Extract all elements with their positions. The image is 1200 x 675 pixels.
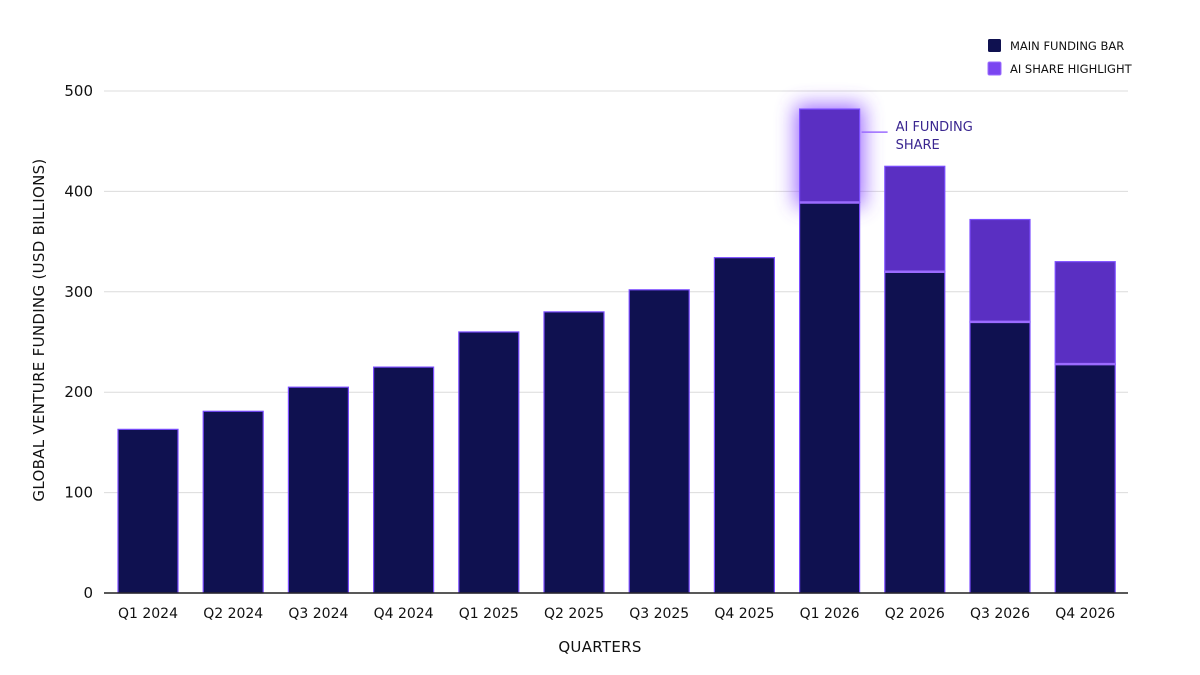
- annotation-line-2: SHARE: [896, 138, 940, 153]
- gridlines: [104, 90, 1128, 494]
- legend-label-main: MAIN FUNDING BAR: [1010, 39, 1124, 53]
- x-tick-label-0: Q1 2024: [118, 606, 178, 622]
- x-tick-label-1: Q2 2024: [203, 606, 263, 622]
- x-tick-label-2: Q3 2024: [288, 606, 348, 622]
- y-tick-labels: 0 100 200 300 400 500: [64, 82, 93, 602]
- x-tick-label-5: Q2 2025: [544, 606, 604, 622]
- x-tick-label-11: Q4 2026: [1055, 606, 1115, 622]
- bar-main-2: [287, 386, 349, 594]
- x-tick-label-7: Q4 2025: [714, 606, 774, 622]
- bar-main-4: [458, 331, 520, 594]
- y-tick-label-200: 200: [64, 383, 93, 401]
- bars: [117, 108, 1116, 594]
- bar-main-7: [713, 257, 776, 594]
- bar-main-5: [543, 311, 605, 594]
- y-tick-label-400: 400: [64, 182, 93, 200]
- x-tick-labels: Q1 2024 Q2 2024 Q3 2024 Q4 2024 Q1 2025 Q2 20…: [118, 606, 1115, 622]
- x-axis-title: QUARTERS: [558, 638, 641, 656]
- x-tick-label-3: Q4 2024: [374, 606, 434, 622]
- bar-main-3: [373, 366, 435, 594]
- legend-swatch-main: [988, 39, 1001, 52]
- legend-item-ai: AI SHARE HIGHLIGHT: [987, 61, 1133, 76]
- legend-swatch-ai: [987, 61, 1002, 76]
- y-tick-label-100: 100: [64, 484, 93, 502]
- x-tick-label-10: Q3 2026: [970, 606, 1030, 622]
- x-tick-label-8: Q1 2026: [800, 606, 860, 622]
- bar-ai-11: [1054, 261, 1116, 365]
- bar-main-6: [628, 289, 690, 594]
- bar-main-10: [969, 321, 1031, 594]
- legend-label-ai: AI SHARE HIGHLIGHT: [1010, 62, 1133, 76]
- bar-main-11: [1054, 363, 1116, 594]
- y-tick-label-500: 500: [64, 82, 93, 100]
- y-tick-label-300: 300: [64, 283, 93, 301]
- bar-main-0: [117, 428, 179, 594]
- bar-ai-8: [798, 108, 861, 204]
- x-tick-label-9: Q2 2026: [885, 606, 945, 622]
- bar-main-1: [202, 410, 264, 594]
- annotation-line-1: AI FUNDING: [896, 120, 973, 135]
- legend: MAIN FUNDING BAR AI SHARE HIGHLIGHT: [987, 39, 1133, 76]
- bar-main-9: [884, 271, 946, 594]
- ai-funding-share-annotation: AI FUNDING SHARE: [861, 120, 977, 153]
- y-tick-label-0: 0: [83, 584, 93, 602]
- x-tick-label-4: Q1 2025: [459, 606, 519, 622]
- bar-ai-9: [884, 165, 946, 273]
- annotation-text: AI FUNDING SHARE: [896, 120, 977, 153]
- x-tick-label-6: Q3 2025: [629, 606, 689, 622]
- y-axis-title: GLOBAL VENTURE FUNDING (USD BILLIONS): [30, 158, 48, 501]
- bar-ai-10: [969, 218, 1031, 323]
- bar-main-8: [798, 201, 861, 594]
- legend-item-main: MAIN FUNDING BAR: [988, 39, 1124, 53]
